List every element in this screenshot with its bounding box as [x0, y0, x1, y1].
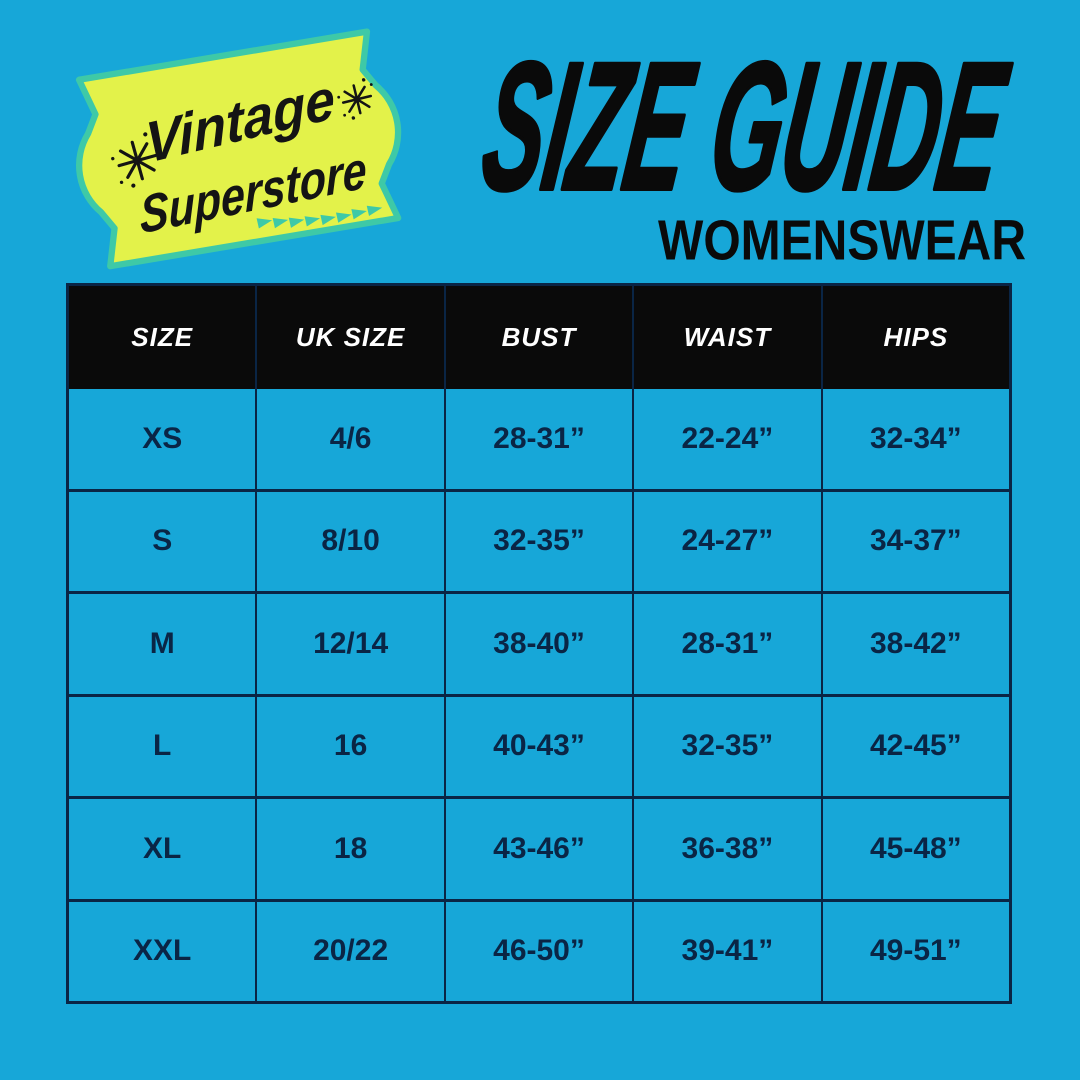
svg-text:SIZE GUIDE: SIZE GUIDE	[472, 24, 1018, 228]
